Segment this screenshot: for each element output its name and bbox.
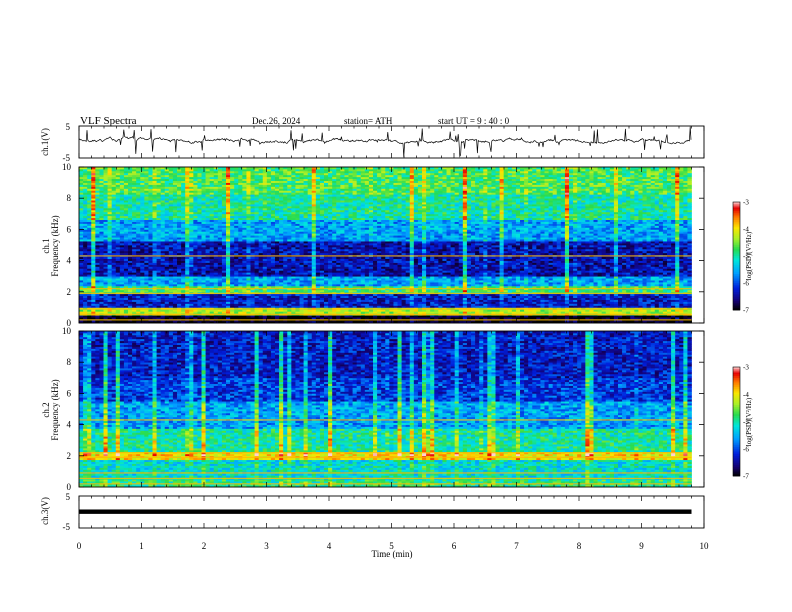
ch1-waveform-panel: ch.1(V) 5 -5 bbox=[40, 122, 71, 163]
ch2-spectrogram-panel: ch.2 Frequency (kHz) bbox=[41, 379, 60, 440]
vlf-spectra-figure: VLF Spectra Dec.26, 2024 station= ATH st… bbox=[0, 0, 792, 612]
ch3-waveform-panel: ch.3(V) 5 -5 Time (min) bbox=[40, 492, 412, 559]
ch1-spectrogram-ylabel-line2: Frequency (kHz) bbox=[50, 215, 60, 276]
ch3-ytick-bottom: -5 bbox=[63, 522, 71, 532]
ch1-ytick-top: 5 bbox=[66, 122, 71, 132]
ch3-ytick-top: 5 bbox=[66, 492, 71, 502]
ch1-waveform-ylabel: ch.1(V) bbox=[40, 128, 50, 156]
figure-svg: VLF Spectra Dec.26, 2024 station= ATH st… bbox=[0, 0, 792, 612]
figure-station: station= ATH bbox=[344, 116, 393, 126]
ch1-spectrogram-image bbox=[79, 167, 692, 323]
figure-title: VLF Spectra bbox=[80, 115, 137, 127]
figure-start-time: start UT = 9 : 40 : 0 bbox=[438, 116, 510, 126]
ch1-spectrogram-panel: ch.1 Frequency (kHz) bbox=[41, 215, 60, 276]
figure-date: Dec.26, 2024 bbox=[252, 116, 301, 126]
ch3-waveform-ylabel: ch.3(V) bbox=[40, 497, 50, 525]
ch2-spectrogram-ylabel-line2: Frequency (kHz) bbox=[50, 379, 60, 440]
